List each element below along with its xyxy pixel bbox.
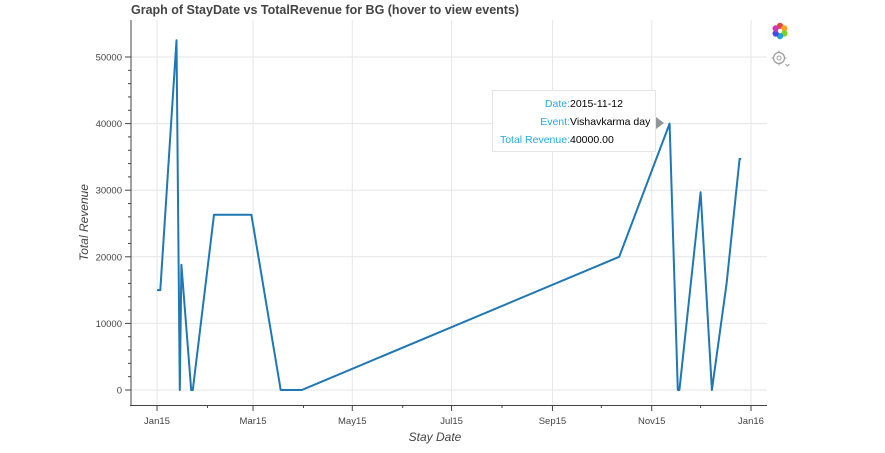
- tooltip-key: Event:: [540, 116, 570, 128]
- x-axis-label: Stay Date: [409, 430, 462, 444]
- grid: [131, 20, 767, 405]
- tooltip-arrow: [656, 117, 664, 129]
- hover-tool-icon[interactable]: [771, 50, 790, 67]
- tooltip-key: Date:: [544, 98, 570, 110]
- tick-labels: 0 10000 20000 30000 40000 50000 Jan15 Mar15 May1…: [96, 53, 764, 428]
- tooltip-row-date: Date:2015-11-12: [493, 98, 623, 110]
- x-tick-label: Nov15: [638, 416, 665, 427]
- y-tick-label: 40000: [96, 119, 122, 130]
- y-tick-label: 10000: [96, 319, 122, 330]
- x-tick-label: Jan15: [144, 416, 170, 427]
- tooltip-value: 2015-11-12: [570, 98, 623, 110]
- y-tick-label: 50000: [96, 53, 122, 64]
- bokeh-logo-icon[interactable]: [772, 22, 788, 40]
- data-series: [157, 39, 742, 391]
- chart-title: Graph of StayDate vs TotalRevenue for BG…: [131, 3, 520, 17]
- x-tick-label: Sep15: [539, 416, 566, 427]
- axes: [125, 20, 767, 411]
- tooltip-key: Total Revenue:: [499, 134, 570, 146]
- x-tick-label: Jul15: [440, 416, 463, 427]
- y-axis-label: Total Revenue: [77, 184, 91, 261]
- x-tick-label: May15: [338, 416, 367, 427]
- y-tick-label: 20000: [96, 252, 122, 263]
- x-tick-label: Mar15: [240, 416, 267, 427]
- hover-tooltip: Date:2015-11-12 Event:Vishavkarma day To…: [492, 90, 656, 152]
- tooltip-row-event: Event:Vishavkarma day: [493, 116, 650, 128]
- y-tick-label: 0: [117, 386, 122, 397]
- x-tick-label: Jan16: [738, 416, 764, 427]
- tooltip-row-revenue: Total Revenue:40000.00: [493, 134, 614, 146]
- series-line[interactable]: [157, 39, 742, 391]
- chart-toolbar: [770, 20, 794, 70]
- tooltip-value: 40000.00: [570, 134, 614, 146]
- tooltip-value: Vishavkarma day: [570, 116, 651, 128]
- y-tick-label: 30000: [96, 186, 122, 197]
